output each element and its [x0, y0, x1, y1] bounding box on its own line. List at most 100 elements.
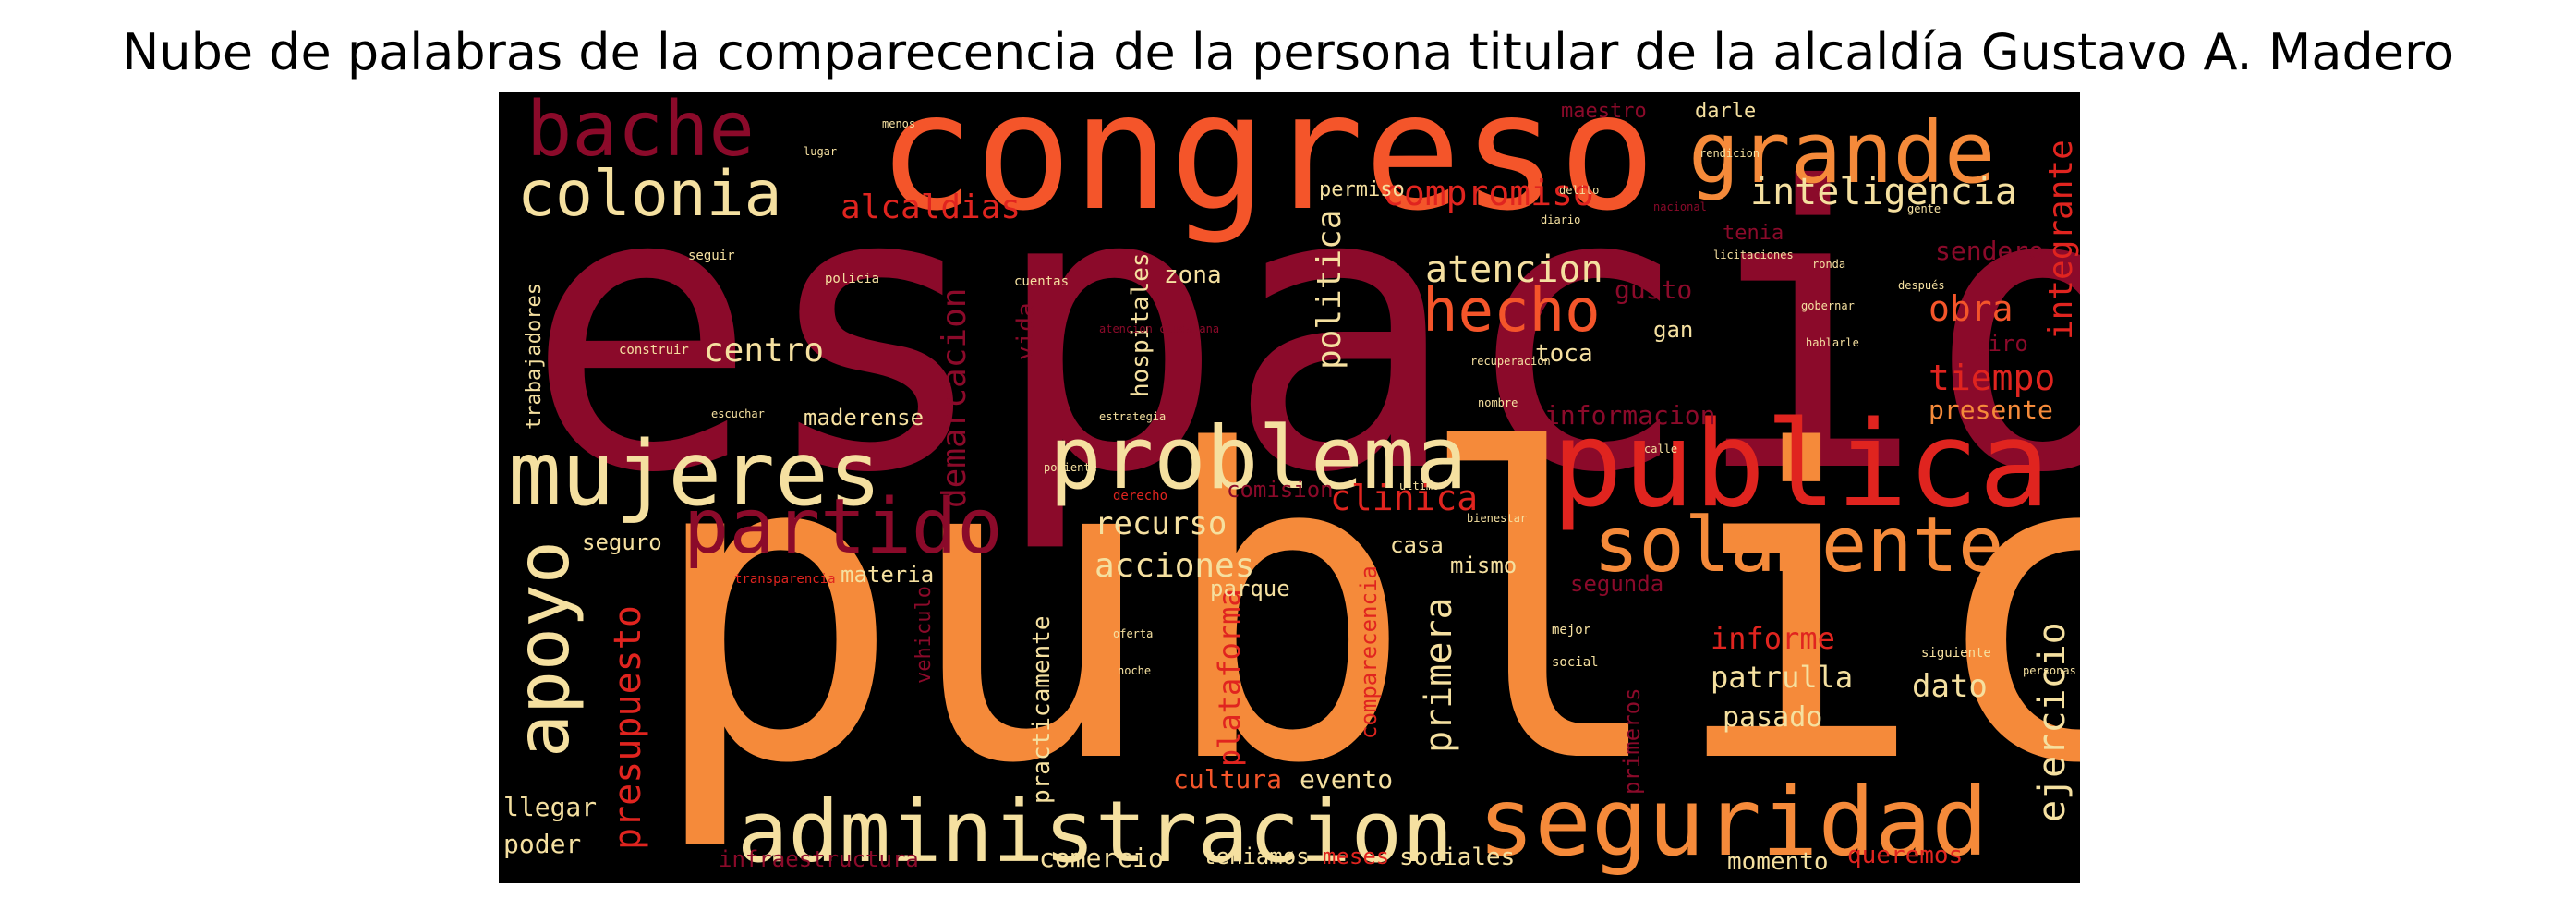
word: mismo	[1450, 553, 1518, 578]
word: obra	[1929, 288, 2014, 329]
word: nombre	[1478, 396, 1518, 409]
word: gobernar	[1801, 299, 1855, 312]
word: meses	[1323, 844, 1390, 869]
word: centro	[704, 332, 825, 370]
word: estrategia	[1099, 410, 1167, 423]
word: informacion	[1544, 400, 1716, 431]
word: atencion	[1425, 249, 1603, 291]
word: calle	[1644, 443, 1678, 456]
word: espacio	[525, 106, 2080, 558]
word: maderense	[804, 405, 925, 431]
word: cultura	[1173, 764, 1283, 795]
word: apoyo	[502, 541, 586, 758]
word: trabajadores	[523, 283, 546, 430]
word: publica	[1552, 396, 2050, 534]
word: compromiso	[1383, 173, 1594, 213]
word: materia	[841, 562, 935, 588]
word: atencion ciudadana	[1099, 322, 1220, 335]
word: nacional	[1653, 200, 1707, 213]
word: casa	[1390, 532, 1444, 558]
word: publico	[647, 362, 2080, 856]
word: tenia	[1723, 222, 1784, 245]
word: poder	[503, 829, 582, 859]
word: informe	[1711, 621, 1835, 656]
word: colonia	[517, 158, 782, 231]
word: infraestructura	[719, 846, 919, 872]
word: ronda	[1812, 258, 1846, 271]
word: tiempo	[1929, 358, 2056, 398]
word: comparecencia	[1356, 565, 1382, 739]
word: llegar	[503, 792, 598, 822]
word: policia	[825, 272, 880, 286]
word: toca	[1535, 340, 1593, 368]
word: problema	[1049, 408, 1468, 509]
word: delito	[1559, 184, 1600, 197]
word: pasado	[1723, 701, 1823, 734]
word: mujeres	[508, 422, 882, 526]
word: maestro	[1561, 100, 1647, 123]
word: alcaldias	[841, 188, 1022, 226]
word: partido	[683, 483, 1003, 571]
word: ultimo	[1399, 480, 1440, 492]
word: dato	[1912, 668, 1988, 705]
word: primeros	[1619, 687, 1645, 795]
word: seguro	[582, 529, 662, 555]
word: permiso	[1319, 178, 1405, 201]
word: segunda	[1570, 571, 1664, 597]
word: solamente	[1593, 502, 2004, 589]
word: gan	[1653, 317, 1694, 343]
word: comision	[1227, 477, 1334, 503]
word: administracion	[737, 783, 1454, 881]
word: giro	[1975, 331, 2028, 357]
word: vehiculo	[913, 586, 936, 684]
word: seguridad	[1478, 768, 1989, 878]
word: derecho	[1113, 489, 1168, 504]
word: sendero	[1935, 236, 2045, 266]
word: patrulla	[1711, 660, 1854, 695]
word: practicamente	[1028, 615, 1056, 805]
word: parque	[1210, 576, 1290, 601]
word: presupuesto	[607, 605, 649, 850]
word: queremos	[1847, 842, 1964, 869]
word: momento	[1727, 848, 1829, 876]
word: bienestar	[1467, 512, 1528, 525]
word: después	[1898, 279, 1945, 292]
word: social	[1552, 655, 1599, 670]
word: darle	[1695, 100, 1757, 123]
word: cuentas	[1014, 274, 1070, 289]
word: acciones	[1094, 547, 1255, 585]
word: gente	[1907, 202, 1941, 215]
word: integrante	[2042, 140, 2080, 340]
word: comercio	[1039, 843, 1164, 873]
word: demarcacion	[936, 287, 974, 508]
word: mejor	[1552, 623, 1591, 638]
word-cloud: espacio publico congreso publica adminis…	[499, 92, 2080, 883]
word: oferta	[1113, 627, 1154, 640]
word: diario	[1541, 213, 1581, 226]
word: zona	[1164, 261, 1222, 289]
chart-title: Nube de palabras de la comparecencia de …	[121, 23, 2455, 81]
word: lugar	[804, 145, 838, 158]
word: evento	[1300, 764, 1394, 795]
word: sociales	[1399, 844, 1516, 871]
word: rendicion	[1699, 147, 1760, 160]
word: poniente	[1044, 461, 1097, 474]
word: seguir	[688, 249, 735, 263]
word: personas	[2023, 664, 2076, 677]
word: licitaciones	[1713, 249, 1794, 261]
word: plataforma	[1212, 589, 1247, 767]
word: politica	[1311, 209, 1348, 370]
word: primera	[1418, 597, 1460, 753]
word: menos	[882, 117, 916, 130]
word: recuperacion	[1470, 355, 1551, 368]
word: escuchar	[711, 407, 765, 420]
word: noche	[1118, 664, 1152, 677]
word: hecho	[1422, 277, 1601, 346]
word: teniamos	[1203, 844, 1310, 869]
word: inteligencia	[1750, 171, 2017, 213]
word: hablarle	[1806, 336, 1859, 349]
word: transparencia	[734, 572, 836, 587]
word: clinica	[1330, 478, 1479, 518]
word: grande	[1688, 103, 1996, 202]
word: bache	[526, 92, 755, 174]
